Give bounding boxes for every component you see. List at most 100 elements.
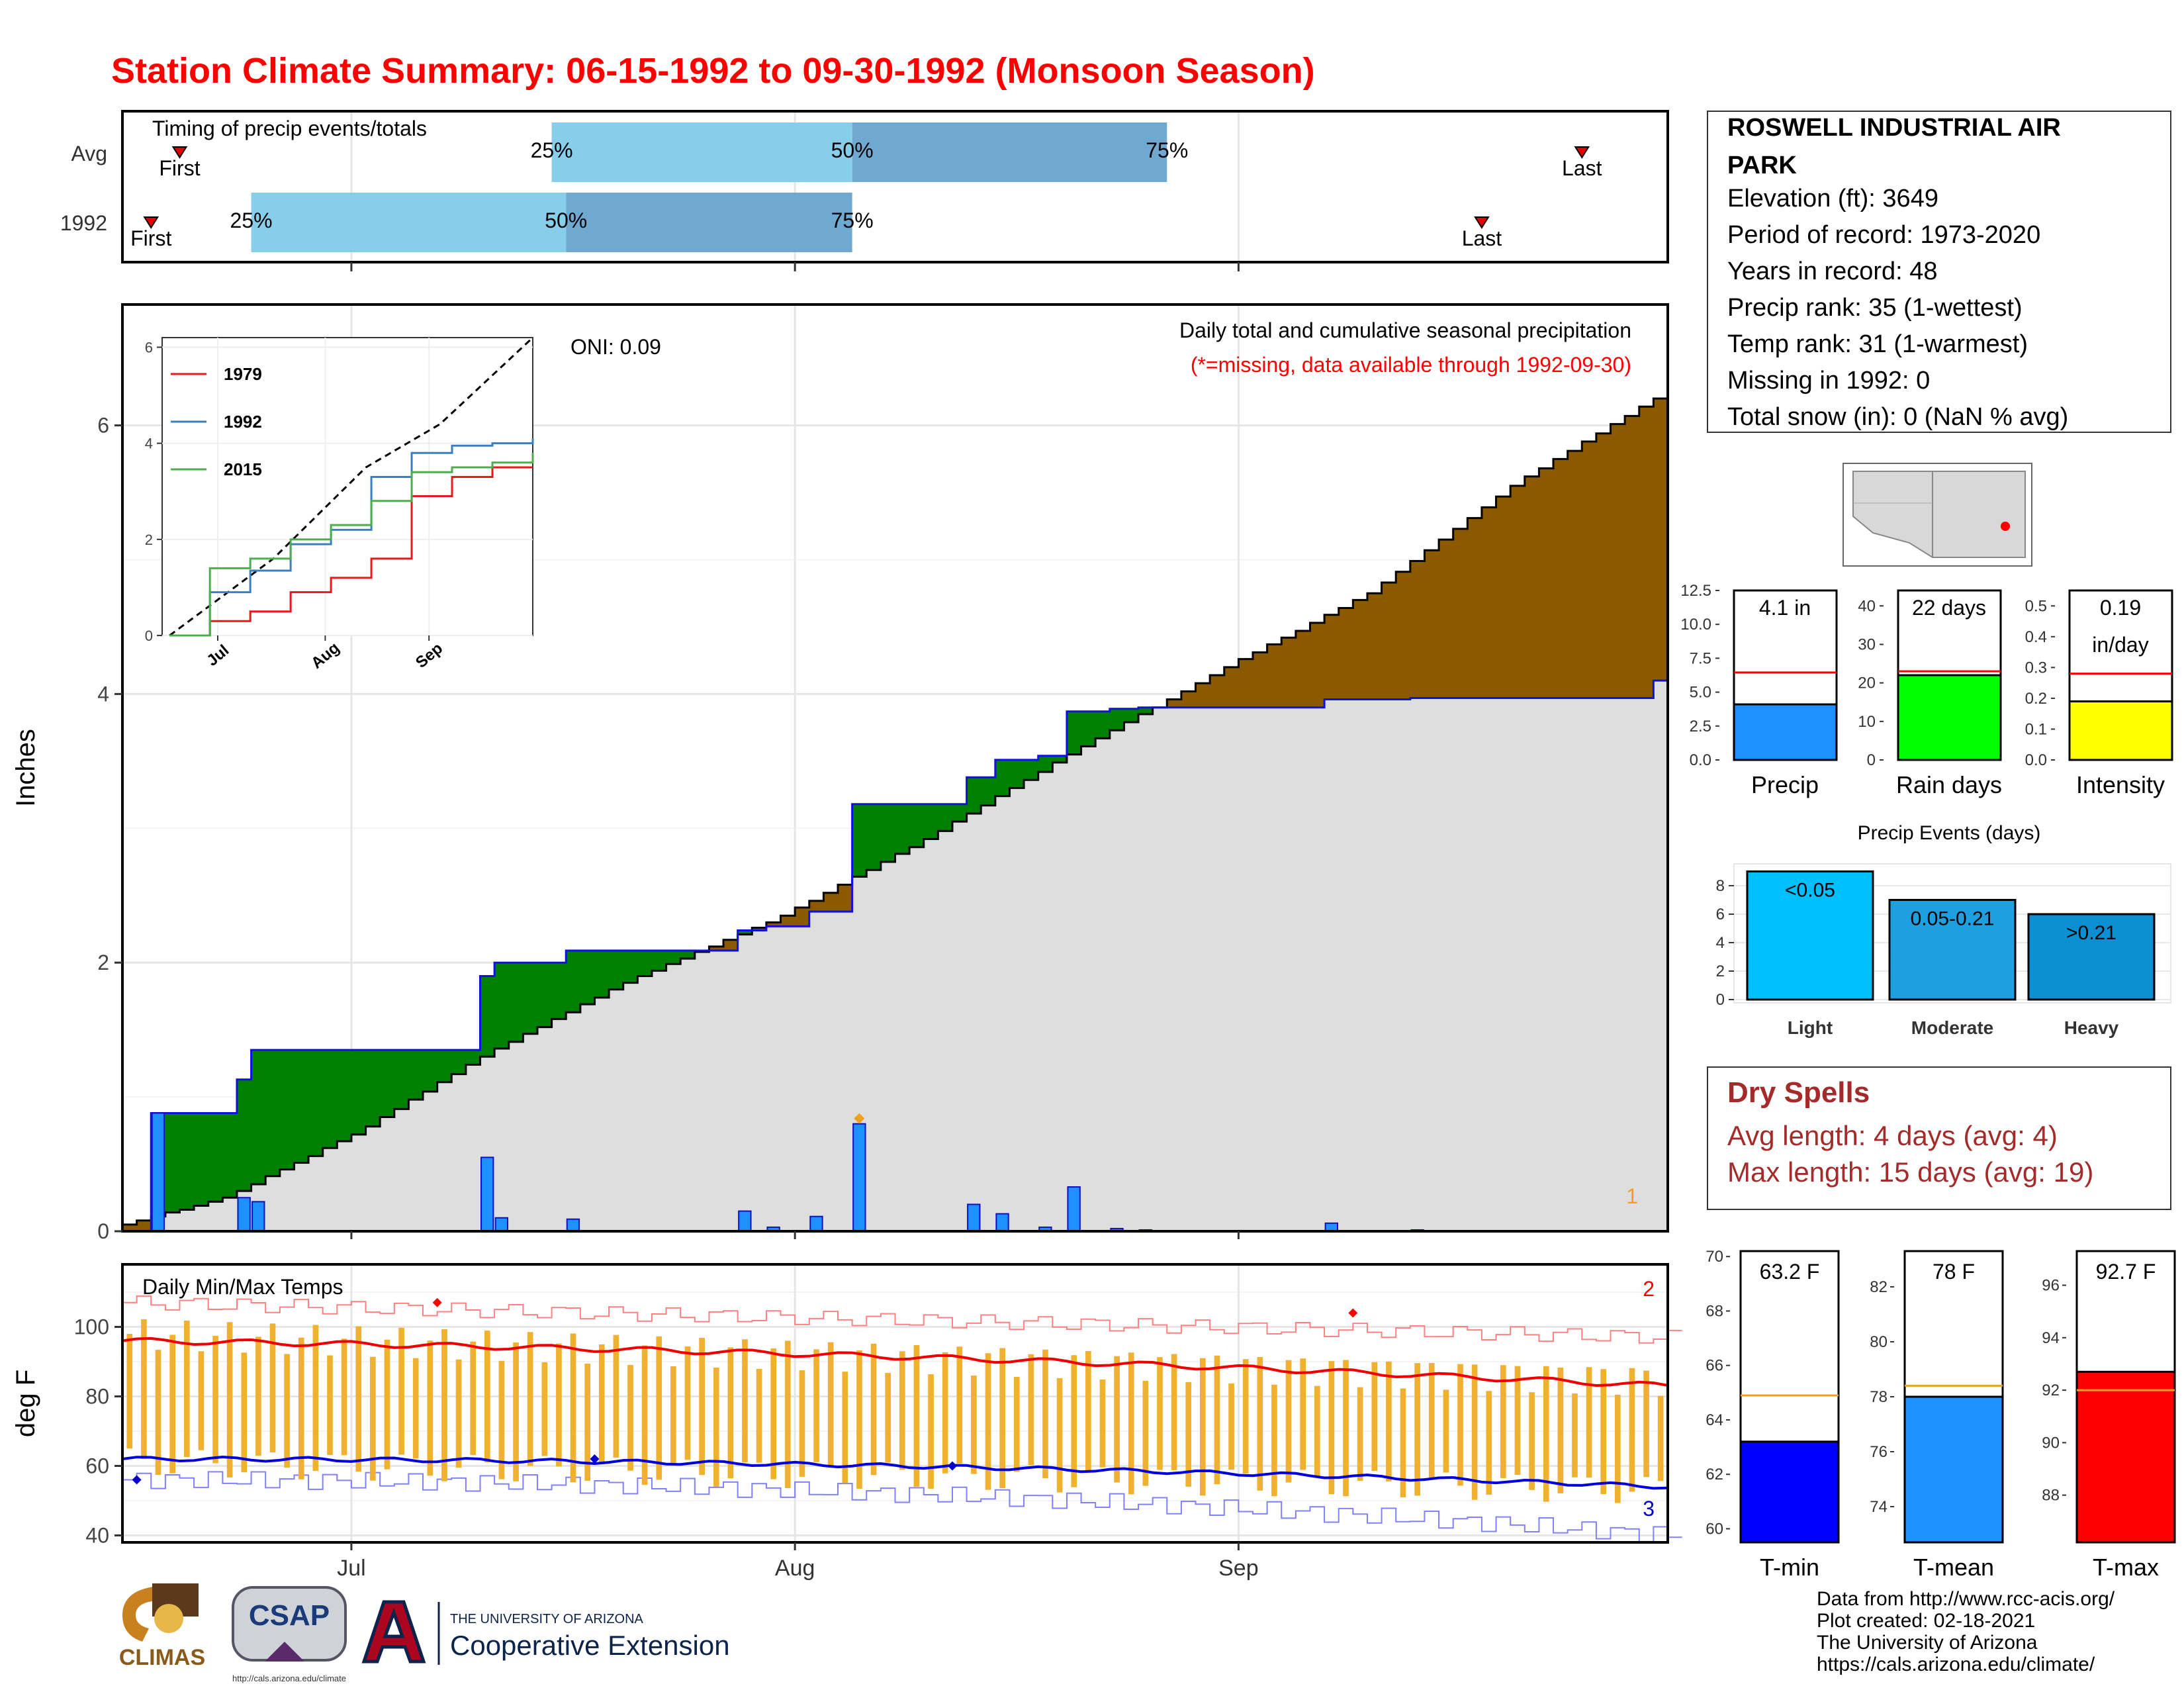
deficit-area: [1481, 507, 1497, 698]
surplus-area: [651, 950, 667, 971]
events-category-Heavy: Heavy: [2064, 1017, 2119, 1038]
precip-corner-tag: 1: [1626, 1184, 1638, 1208]
climas-logo-text: CLIMAS: [119, 1645, 205, 1670]
timing-bars: 25% 50% 75% First Last 25% 50% 75% First Last: [130, 122, 1602, 252]
daily-temp-range-bar: [1371, 1362, 1378, 1472]
precip-panel: 0 2 4 6 Inches ONI: 0.09 Daily total and cu…: [11, 303, 1669, 1243]
events-bar-Heavy: [2027, 913, 2156, 1001]
ua-logo-big: Cooperative Extension: [450, 1630, 730, 1661]
temp-bar-y-tick-label: 94: [2042, 1329, 2060, 1347]
surplus-area: [236, 1079, 252, 1192]
surplus-area: [1081, 711, 1096, 747]
mini-bar-label-Rain days: Rain days: [1896, 771, 2002, 798]
temp-y-tick-label: 100: [74, 1315, 109, 1339]
daily-temp-range-bar: [1099, 1379, 1106, 1468]
daily-temp-range-bar: [141, 1319, 147, 1460]
daily-temp-range-bar: [1400, 1388, 1406, 1497]
surplus-area: [551, 962, 567, 1019]
quartile-bar-25-50: [251, 193, 567, 252]
daily-temp-range-bar: [1013, 1377, 1020, 1472]
deficit-area: [1381, 583, 1396, 700]
daily-temp-range-bar: [1200, 1358, 1206, 1496]
surplus-area: [279, 1050, 295, 1170]
station-missing: Missing in 1992: 0: [1727, 367, 1930, 395]
precip-areas: [122, 397, 1668, 1233]
temp-bar-y-tick-label: 88: [2042, 1487, 2060, 1505]
precip-subtitle: Daily total and cumulative seasonal prec…: [1179, 318, 1631, 342]
daily-temp-range-bar: [1071, 1355, 1077, 1487]
label-75pct: 75%: [831, 209, 874, 232]
daily-temp-range-bar: [527, 1332, 533, 1466]
daily-temp-range-bar: [1471, 1364, 1478, 1500]
temp-bar-y-tick-label: 66: [1706, 1357, 1723, 1375]
daily-temp-range-bar: [1228, 1383, 1234, 1470]
daily-temp-range-bar: [169, 1335, 175, 1474]
last-marker: [1574, 146, 1590, 159]
inset-series-line-1992: [169, 438, 534, 637]
avg-max-temp-line: [122, 1336, 1668, 1387]
mini-bar-charts: 0.0 2.5 5.0 7.5 10.0 12.5 4.1 in Precip 0 10 20 30 4…: [1680, 582, 2173, 798]
mini-bar-value-text: 0.19: [2100, 596, 2141, 620]
temp-x-axis: Jul Aug Sep: [337, 1542, 1259, 1581]
figure-title: Station Climate Summary: 06-15-1992 to 0…: [111, 51, 1315, 91]
deficit-area: [766, 922, 782, 927]
station-precip-rank: Precip rank: 35 (1-wettest): [1727, 294, 2023, 322]
surplus-area: [952, 804, 968, 822]
deficit-area: [809, 900, 824, 912]
deficit-area: [1596, 433, 1612, 698]
daily-temp-range-bar: [899, 1351, 905, 1470]
daily-temp-range-bar: [1500, 1365, 1506, 1478]
surplus-area: [909, 804, 925, 847]
deficit-area: [1310, 622, 1325, 708]
inset-frame: [161, 337, 533, 636]
daily-temp-range-bar: [398, 1327, 404, 1455]
daily-temp-range-bar: [341, 1338, 347, 1456]
inset-y-tick-label: 0: [145, 628, 153, 644]
temp-bar-y-tick-label: 64: [1706, 1411, 1723, 1429]
mini-y-tick-label: 0.5: [2025, 597, 2047, 615]
daily-temp-range-bar: [742, 1339, 748, 1463]
daily-temp-range-bar: [1529, 1392, 1535, 1490]
daily-temp-range-bar: [656, 1336, 662, 1480]
deficit-area: [1238, 659, 1253, 708]
precip-y-label: Inches: [11, 729, 40, 807]
first-marker: [143, 216, 159, 229]
daily-temp-range-bar: [856, 1350, 862, 1489]
mini-y-tick-label: 40: [1858, 597, 1876, 615]
record-min-line: [122, 1471, 1682, 1542]
mini-bar-value-text: 22 days: [1912, 596, 1986, 620]
mini-y-tick-label: 2.5: [1690, 718, 1711, 735]
mini-y-tick-label: 20: [1858, 675, 1876, 692]
climas-logo-sun: [154, 1604, 183, 1633]
deficit-area: [1567, 451, 1582, 698]
events-y-tick-label: 2: [1716, 962, 1725, 980]
daily-precip-bar: [1067, 1186, 1081, 1232]
daily-temp-range-bar: [1042, 1349, 1048, 1479]
station-name-line2: PARK: [1727, 152, 1797, 179]
daily-precip-bar: [995, 1213, 1009, 1232]
daily-temp-range-bar: [1486, 1391, 1492, 1495]
surplus-area: [680, 950, 696, 959]
events-bar-label: <0.05: [1785, 879, 1835, 901]
first-label: First: [159, 156, 200, 180]
surplus-area: [1109, 708, 1124, 731]
daily-temp-range-bar: [913, 1345, 920, 1487]
footer-line-4: https://cals.arizona.edu/climate/: [1817, 1654, 2095, 1675]
deficit-area: [1267, 644, 1282, 708]
record-low-marker: [947, 1461, 957, 1471]
dry-spells-max: Max length: 15 days (avg: 19): [1727, 1156, 2093, 1188]
temp-y-tick-label: 80: [85, 1385, 109, 1409]
deficit-area: [1510, 485, 1525, 698]
precip-y-tick-label: 6: [97, 414, 109, 438]
daily-temp-range-bar: [1171, 1354, 1177, 1470]
events-y-tick-label: 8: [1716, 877, 1725, 895]
daily-temp-range-bar: [355, 1326, 362, 1472]
daily-temp-range-bar: [1514, 1366, 1521, 1475]
surplus-area: [437, 1050, 452, 1082]
label-50pct: 50%: [831, 138, 874, 162]
footer: Data from http://www.rcc-acis.org/ Plot …: [1817, 1588, 2115, 1675]
inset-y-tick-label: 2: [145, 532, 153, 548]
surplus-area: [1038, 755, 1053, 773]
temp-y-tick-label: 40: [85, 1524, 109, 1548]
mini-bar-value-text: 4.1 in: [1759, 596, 1811, 620]
